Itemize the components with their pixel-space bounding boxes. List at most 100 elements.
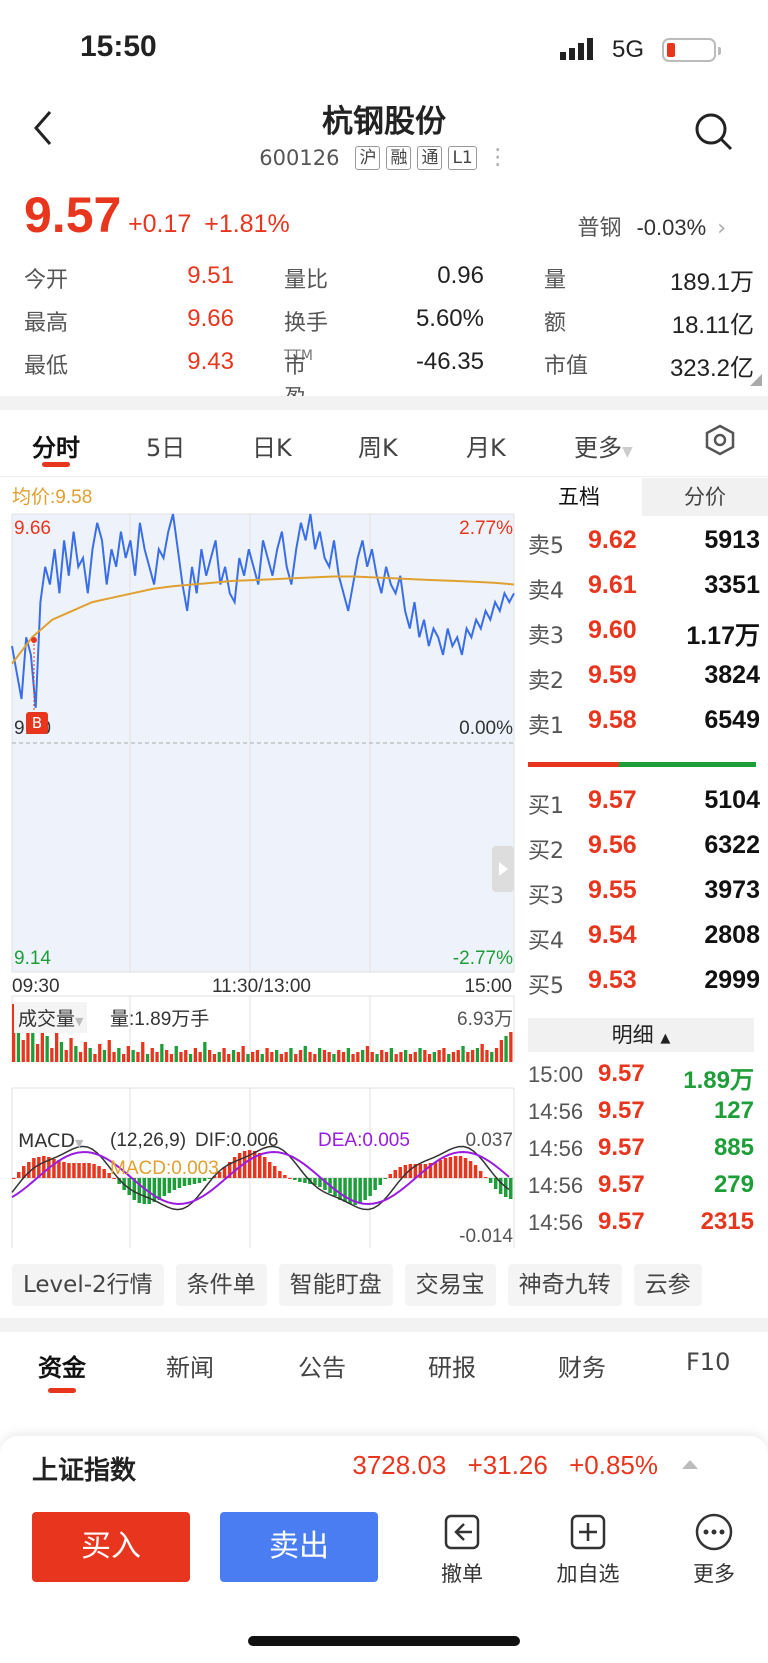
- volume-bar: [217, 1052, 221, 1062]
- tag-hu[interactable]: 沪: [355, 146, 381, 170]
- tab-financials[interactable]: 财务: [558, 1354, 606, 1382]
- quote-value: 5.60%: [415, 305, 484, 332]
- more-actions-button[interactable]: 更多: [674, 1512, 754, 1588]
- macd-value: MACD:0.003: [110, 1158, 219, 1179]
- ask-level-row[interactable]: 卖3 9.60 1.17万: [528, 616, 768, 650]
- volume-bar: [275, 1050, 279, 1062]
- macd-indicator-select[interactable]: MACD▼: [14, 1130, 87, 1152]
- macd-bar: [433, 1162, 438, 1178]
- bid-level-row[interactable]: 买5 9.53 2999: [528, 966, 768, 1000]
- tab-announcements[interactable]: 公告: [298, 1354, 346, 1382]
- more-dots-icon[interactable]: ⋮: [486, 145, 509, 170]
- volume-bar: [88, 1048, 92, 1062]
- tick-time: 14:56: [528, 1210, 584, 1235]
- caret-up-icon[interactable]: [682, 1460, 698, 1469]
- volume-bar: [480, 1044, 484, 1062]
- buy-button[interactable]: 买入: [32, 1512, 190, 1582]
- tab-fenshi[interactable]: 分时: [32, 434, 80, 462]
- tab-five-levels[interactable]: 五档: [516, 478, 642, 516]
- macd-bar: [182, 1178, 187, 1186]
- bid-level-row[interactable]: 买3 9.55 3973: [528, 876, 768, 910]
- intraday-chart[interactable]: [0, 478, 516, 1260]
- pct-bottom-label: -2.77%: [452, 948, 513, 969]
- macd-bar: [192, 1178, 197, 1184]
- tab-week-k[interactable]: 周K: [358, 434, 398, 462]
- chevron-right-icon: ›: [717, 216, 726, 241]
- change-pct: +1.81%: [204, 210, 290, 238]
- chip-cloud[interactable]: 云参: [633, 1264, 702, 1306]
- tab-news[interactable]: 新闻: [166, 1354, 214, 1382]
- quote-label: 市值: [544, 354, 589, 379]
- chip-level2[interactable]: Level-2行情: [12, 1264, 164, 1306]
- tab-month-k[interactable]: 月K: [466, 434, 506, 462]
- index-name[interactable]: 上证指数: [32, 1456, 137, 1486]
- tab-f10[interactable]: F10: [686, 1348, 731, 1376]
- ask-level-row[interactable]: 卖1 9.58 6549: [528, 706, 768, 740]
- chip-magic-nine[interactable]: 神奇九转: [507, 1264, 622, 1306]
- expand-chart-button[interactable]: [492, 846, 514, 892]
- macd-bar: [393, 1170, 397, 1178]
- buy-marker[interactable]: B: [26, 712, 48, 734]
- tab-day-k[interactable]: 日K: [252, 434, 292, 462]
- tab-more[interactable]: 更多▼: [574, 428, 633, 463]
- bid-level-row[interactable]: 买1 9.57 5104: [528, 786, 768, 820]
- search-button[interactable]: [694, 112, 734, 152]
- stock-code-row: 600126 沪 融 通 L1 ⋮: [0, 146, 768, 170]
- detail-header[interactable]: 明细 ▲: [528, 1018, 754, 1052]
- bid-level-row[interactable]: 买2 9.56 6322: [528, 831, 768, 865]
- tag-rong[interactable]: 融: [386, 146, 412, 170]
- quote-value: 323.2亿: [669, 355, 754, 382]
- cancel-order-button[interactable]: 撤单: [422, 1512, 502, 1588]
- stock-code: 600126: [259, 146, 340, 170]
- sector-link[interactable]: 普钢 -0.03% ›: [577, 210, 726, 242]
- network-label: 5G: [612, 36, 645, 63]
- dea-line: [11, 1150, 510, 1206]
- tag-tong[interactable]: 通: [417, 146, 443, 170]
- tab-price-dist[interactable]: 分价: [642, 478, 768, 516]
- tab-funds[interactable]: 资金: [38, 1354, 86, 1382]
- volume-bar: [102, 1050, 107, 1062]
- level-volume: 1.17万: [686, 622, 760, 650]
- sell-button[interactable]: 卖出: [220, 1512, 378, 1582]
- tag-l1[interactable]: L1: [448, 146, 477, 170]
- x-label-close: 15:00: [464, 976, 512, 997]
- macd-bar: [52, 1159, 56, 1178]
- macd-bar: [167, 1178, 172, 1193]
- macd-bar: [162, 1178, 167, 1196]
- bid-level-row[interactable]: 买4 9.54 2808: [528, 921, 768, 955]
- volume-bar: [69, 1038, 73, 1062]
- settings-button[interactable]: [704, 424, 736, 462]
- quote-row: 最高 9.66 换手 5.60% 额 18.11亿: [24, 305, 754, 348]
- macd-bar: [333, 1178, 337, 1196]
- expand-corner-icon[interactable]: [750, 374, 762, 386]
- volume-bar: [16, 1022, 21, 1062]
- caret-up-icon: ▲: [660, 1031, 671, 1046]
- macd-bar: [157, 1178, 162, 1200]
- ask-level-row[interactable]: 卖2 9.59 3824: [528, 661, 768, 695]
- volume-bar: [203, 1042, 207, 1062]
- back-button[interactable]: [28, 108, 58, 148]
- level-label: 卖4: [528, 579, 564, 604]
- volume-bar: [466, 1052, 470, 1062]
- volume-bar: [241, 1046, 245, 1062]
- ask-level-row[interactable]: 卖4 9.61 3351: [528, 571, 768, 605]
- volume-bar: [370, 1052, 374, 1062]
- volume-indicator-select[interactable]: 成交量▼: [14, 1002, 88, 1033]
- macd-bar: [388, 1174, 392, 1178]
- volume-bar: [384, 1052, 389, 1062]
- ask-level-row[interactable]: 卖5 9.62 5913: [528, 526, 768, 560]
- tab-research[interactable]: 研报: [428, 1354, 476, 1382]
- chip-conditional-order[interactable]: 条件单: [175, 1264, 267, 1306]
- chip-smart-watch[interactable]: 智能盯盘: [278, 1264, 393, 1306]
- macd-bar: [92, 1164, 96, 1178]
- x-label-midday: 11:30/13:00: [212, 976, 311, 997]
- chevron-left-icon: [34, 111, 52, 145]
- tick-price: 9.57: [598, 1134, 645, 1161]
- level-price: 9.59: [588, 661, 637, 689]
- tab-5day[interactable]: 5日: [146, 434, 186, 462]
- add-watchlist-button[interactable]: 加自选: [548, 1512, 628, 1588]
- volume-bar: [356, 1052, 360, 1062]
- macd-bar: [107, 1173, 111, 1178]
- chip-trade-treasure[interactable]: 交易宝: [404, 1264, 496, 1306]
- macd-bar: [498, 1178, 503, 1194]
